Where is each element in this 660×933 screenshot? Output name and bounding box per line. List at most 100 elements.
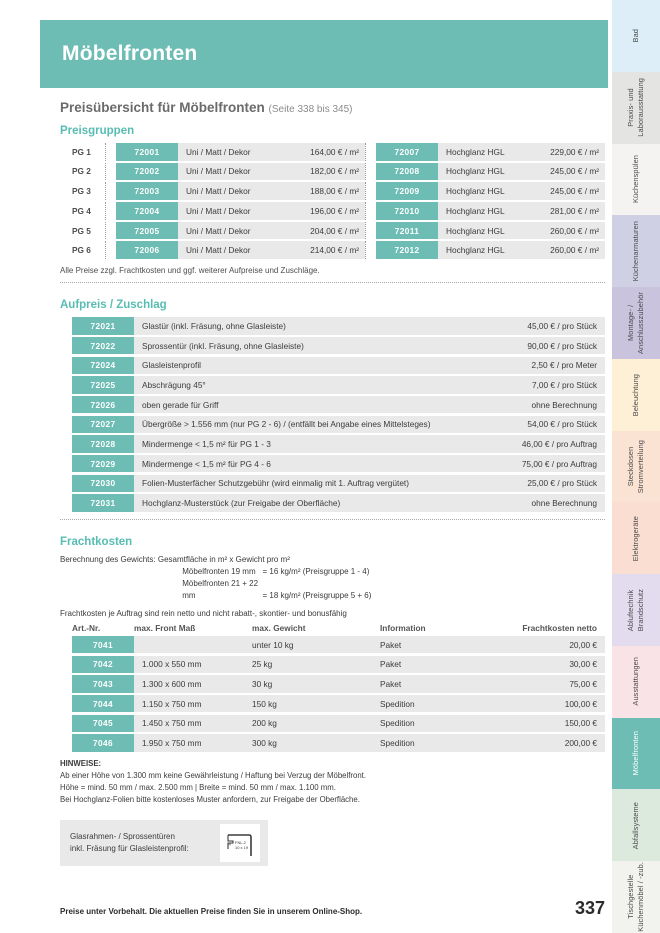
article-number-badge: 72024: [72, 356, 134, 374]
table-row: 72011 Hochglanz HGL 260,00 € / m²: [365, 221, 605, 240]
pricegroup-label: PG 1: [72, 146, 91, 157]
sidebar-tab-label: Ausstattungen: [631, 657, 640, 707]
sidebar-tab-tischgestelle[interactable]: Tischgestelle Küchenmöbel / -zub.: [612, 861, 660, 933]
surcharge-cell: Abschrägung 45° 7,00 € / pro Stück: [134, 376, 605, 394]
price: 7,00 € / pro Stück: [531, 379, 597, 390]
freight-cells: 1.950 x 750 mm 300 kg Spedition 200,00 €: [134, 734, 605, 752]
page-number: 337: [574, 898, 605, 918]
sidebar-tab-abfallsysteme[interactable]: Abfallsysteme: [612, 789, 660, 862]
table-row: 72021 Glastür (inkl. Fräsung, ohne Glasl…: [60, 317, 605, 335]
section-title-text: Preisübersicht für Möbelfronten: [60, 100, 265, 115]
description: Glastür (inkl. Fräsung, ohne Glasleiste): [142, 320, 286, 331]
description: oben gerade für Griff: [142, 399, 219, 410]
sidebar-tab-ausstattungen[interactable]: Ausstattungen: [612, 645, 660, 718]
sidebar-tab-label: Küchenarmaturen: [631, 221, 640, 282]
table-row: 7042 1.000 x 550 mm 25 kg Paket 30,00 €: [60, 655, 605, 673]
table-row: 72007 Hochglanz HGL 229,00 € / m²: [365, 143, 605, 161]
page-header-banner: Möbelfronten: [40, 20, 608, 88]
column-divider: [365, 221, 373, 240]
sidebar-tab-praxis-und-laborausstattung[interactable]: Praxis- und Laborausstattung: [612, 71, 660, 144]
article-number-badge: 72022: [72, 336, 134, 355]
description: Uni / Matt / Dekor: [186, 166, 251, 177]
sidebar-tab-moebelfronten[interactable]: Möbelfronten: [612, 717, 660, 790]
sidebar-tab-bad[interactable]: Bad: [612, 0, 660, 72]
sidebar-tab-montage-anschlusszubehoer[interactable]: Montage- / Anschlusszubehör: [612, 287, 660, 359]
article-number-badge: 7046: [72, 734, 134, 752]
pricegroup-cell: Uni / Matt / Dekor 164,00 € / m²: [178, 143, 365, 161]
freight-calc-value: = 18 kg/m²: [262, 590, 301, 600]
article-number-badge: 72031: [72, 494, 134, 512]
sidebar-tab-abluftechnik-brandschutz[interactable]: Abluftechnik Brandschutz: [612, 574, 660, 646]
price: 196,00 € / m²: [310, 205, 359, 216]
article-number-badge: 7045: [72, 714, 134, 733]
table-row: 72022 Sprossentür (inkl. Fräsung, ohne G…: [60, 336, 605, 355]
sidebar-tab-beleuchtung[interactable]: Beleuchtung: [612, 358, 660, 431]
section-title: Preisübersicht für Möbelfronten (Seite 3…: [60, 100, 605, 115]
pricegroup-cell: Uni / Matt / Dekor 196,00 € / m²: [178, 202, 365, 220]
surcharge-heading: Aufpreis / Zuschlag: [60, 299, 167, 312]
surcharge-cell: Glastür (inkl. Fräsung, ohne Glasleiste)…: [134, 317, 605, 335]
table-row: 7043 1.300 x 600 mm 30 kg Paket 75,00 €: [60, 675, 605, 693]
article-number-badge: 72010: [376, 202, 438, 220]
max-weight: 300 kg: [252, 738, 277, 748]
information: Spedition: [380, 698, 415, 709]
surcharge-cell: Mindermenge < 1,5 m² für PG 4 - 6 75,00 …: [134, 454, 605, 473]
table-row: 72008 Hochglanz HGL 245,00 € / m²: [365, 162, 605, 181]
column-divider: [105, 202, 113, 220]
sidebar-tab-label: Abfallsysteme: [631, 801, 640, 849]
freight-calc-value: = 16 kg/m²: [262, 566, 301, 576]
description: Glasleistenprofil: [142, 360, 202, 371]
pricegroup-cell: Uni / Matt / Dekor 214,00 € / m²: [178, 241, 365, 259]
table-row: 7044 1.150 x 750 mm 150 kg Spedition 100…: [60, 694, 605, 713]
column-divider: [105, 241, 113, 259]
sidebar-tab-kuechenarmaturen[interactable]: Küchenarmaturen: [612, 215, 660, 288]
pricegroups-footnote: Alle Preise zzgl. Frachtkosten und ggf. …: [60, 266, 320, 276]
freight-table-header: Art.-Nr. max. Front Maß max. Gewicht Inf…: [60, 623, 605, 636]
description: Mindermenge < 1,5 m² für PG 1 - 3: [142, 439, 271, 449]
pricegroup-label: PG 4: [72, 205, 91, 216]
article-number-badge: 72027: [72, 415, 134, 434]
freight-calc-formula: Gesamtfläche in m² x Gewicht pro m²: [157, 554, 290, 564]
pricegroup-label: PG 5: [72, 225, 91, 236]
sidebar-tab-label: Montage- / Anschlusszubehör: [626, 291, 645, 354]
description: Hochglanz HGL: [446, 225, 505, 236]
glass-frame-info-box: Glasrahmen- / Sprossentüren inkl. Fräsun…: [60, 820, 268, 867]
freight-table: 7041 unter 10 kg Paket 20,00 € 7042 1.00…: [60, 635, 605, 752]
pricegroup-cell: Uni / Matt / Dekor 182,00 € / m²: [178, 162, 365, 181]
table-row: 7045 1.450 x 750 mm 200 kg Spedition 150…: [60, 714, 605, 733]
table-row: PG 2 72002 Uni / Matt / Dekor 182,00 € /…: [60, 162, 365, 181]
description: Hochglanz HGL: [446, 186, 505, 197]
price: 214,00 € / m²: [310, 245, 359, 256]
table-row: 7041 unter 10 kg Paket 20,00 €: [60, 635, 605, 654]
table-row: 72029 Mindermenge < 1,5 m² für PG 4 - 6 …: [60, 454, 605, 473]
price: 164,00 € / m²: [310, 146, 359, 157]
table-row: 72027 Übergröße > 1.556 mm (nur PG 2 - 6…: [60, 415, 605, 434]
freight-calc-label: Möbelfronten 19 mm: [182, 566, 256, 576]
freight-calc-intro: Berechnung des Gewichts:: [60, 554, 156, 564]
freight-cells: 1.300 x 600 mm 30 kg Paket 75,00 €: [134, 675, 605, 693]
description: Uni / Matt / Dekor: [186, 186, 251, 197]
price: 182,00 € / m²: [310, 166, 359, 177]
main-content: Preisübersicht für Möbelfronten (Seite 3…: [60, 100, 605, 867]
pricegroup-cell: Hochglanz HGL 281,00 € / m²: [438, 202, 605, 220]
column-divider: [365, 182, 373, 200]
sidebar-tab-label: Tischgestelle Küchenmöbel / -zub.: [626, 862, 645, 932]
article-number-badge: 72007: [376, 143, 438, 161]
sidebar-tab-steckdosen-stromverteilung[interactable]: Steckdosen Stromverteilung: [612, 430, 660, 503]
column-header-art-nr: Art.-Nr.: [72, 622, 101, 633]
glass-profile-diagram-icon: 4 FNL.2 10 x 19: [227, 834, 252, 857]
article-number-badge: 72021: [72, 317, 134, 335]
sidebar-tab-kuechenspuelen[interactable]: Küchenspülen: [612, 143, 660, 216]
article-number-badge: 72025: [72, 376, 134, 394]
sidebar-tab-elektrogeraete[interactable]: Elektrogeräte: [612, 502, 660, 575]
description: Folien-Musterfächer Schutzgebühr (wird e…: [142, 478, 409, 489]
max-weight: 150 kg: [252, 698, 277, 709]
price: 245,00 € / m²: [550, 166, 599, 177]
freight-cost: 150,00 €: [564, 718, 597, 729]
article-number-badge: 7044: [72, 694, 134, 713]
article-number-badge: 72006: [116, 241, 178, 259]
information: Paket: [380, 678, 402, 689]
article-number-badge: 72028: [72, 435, 134, 453]
max-weight: 200 kg: [252, 718, 277, 729]
